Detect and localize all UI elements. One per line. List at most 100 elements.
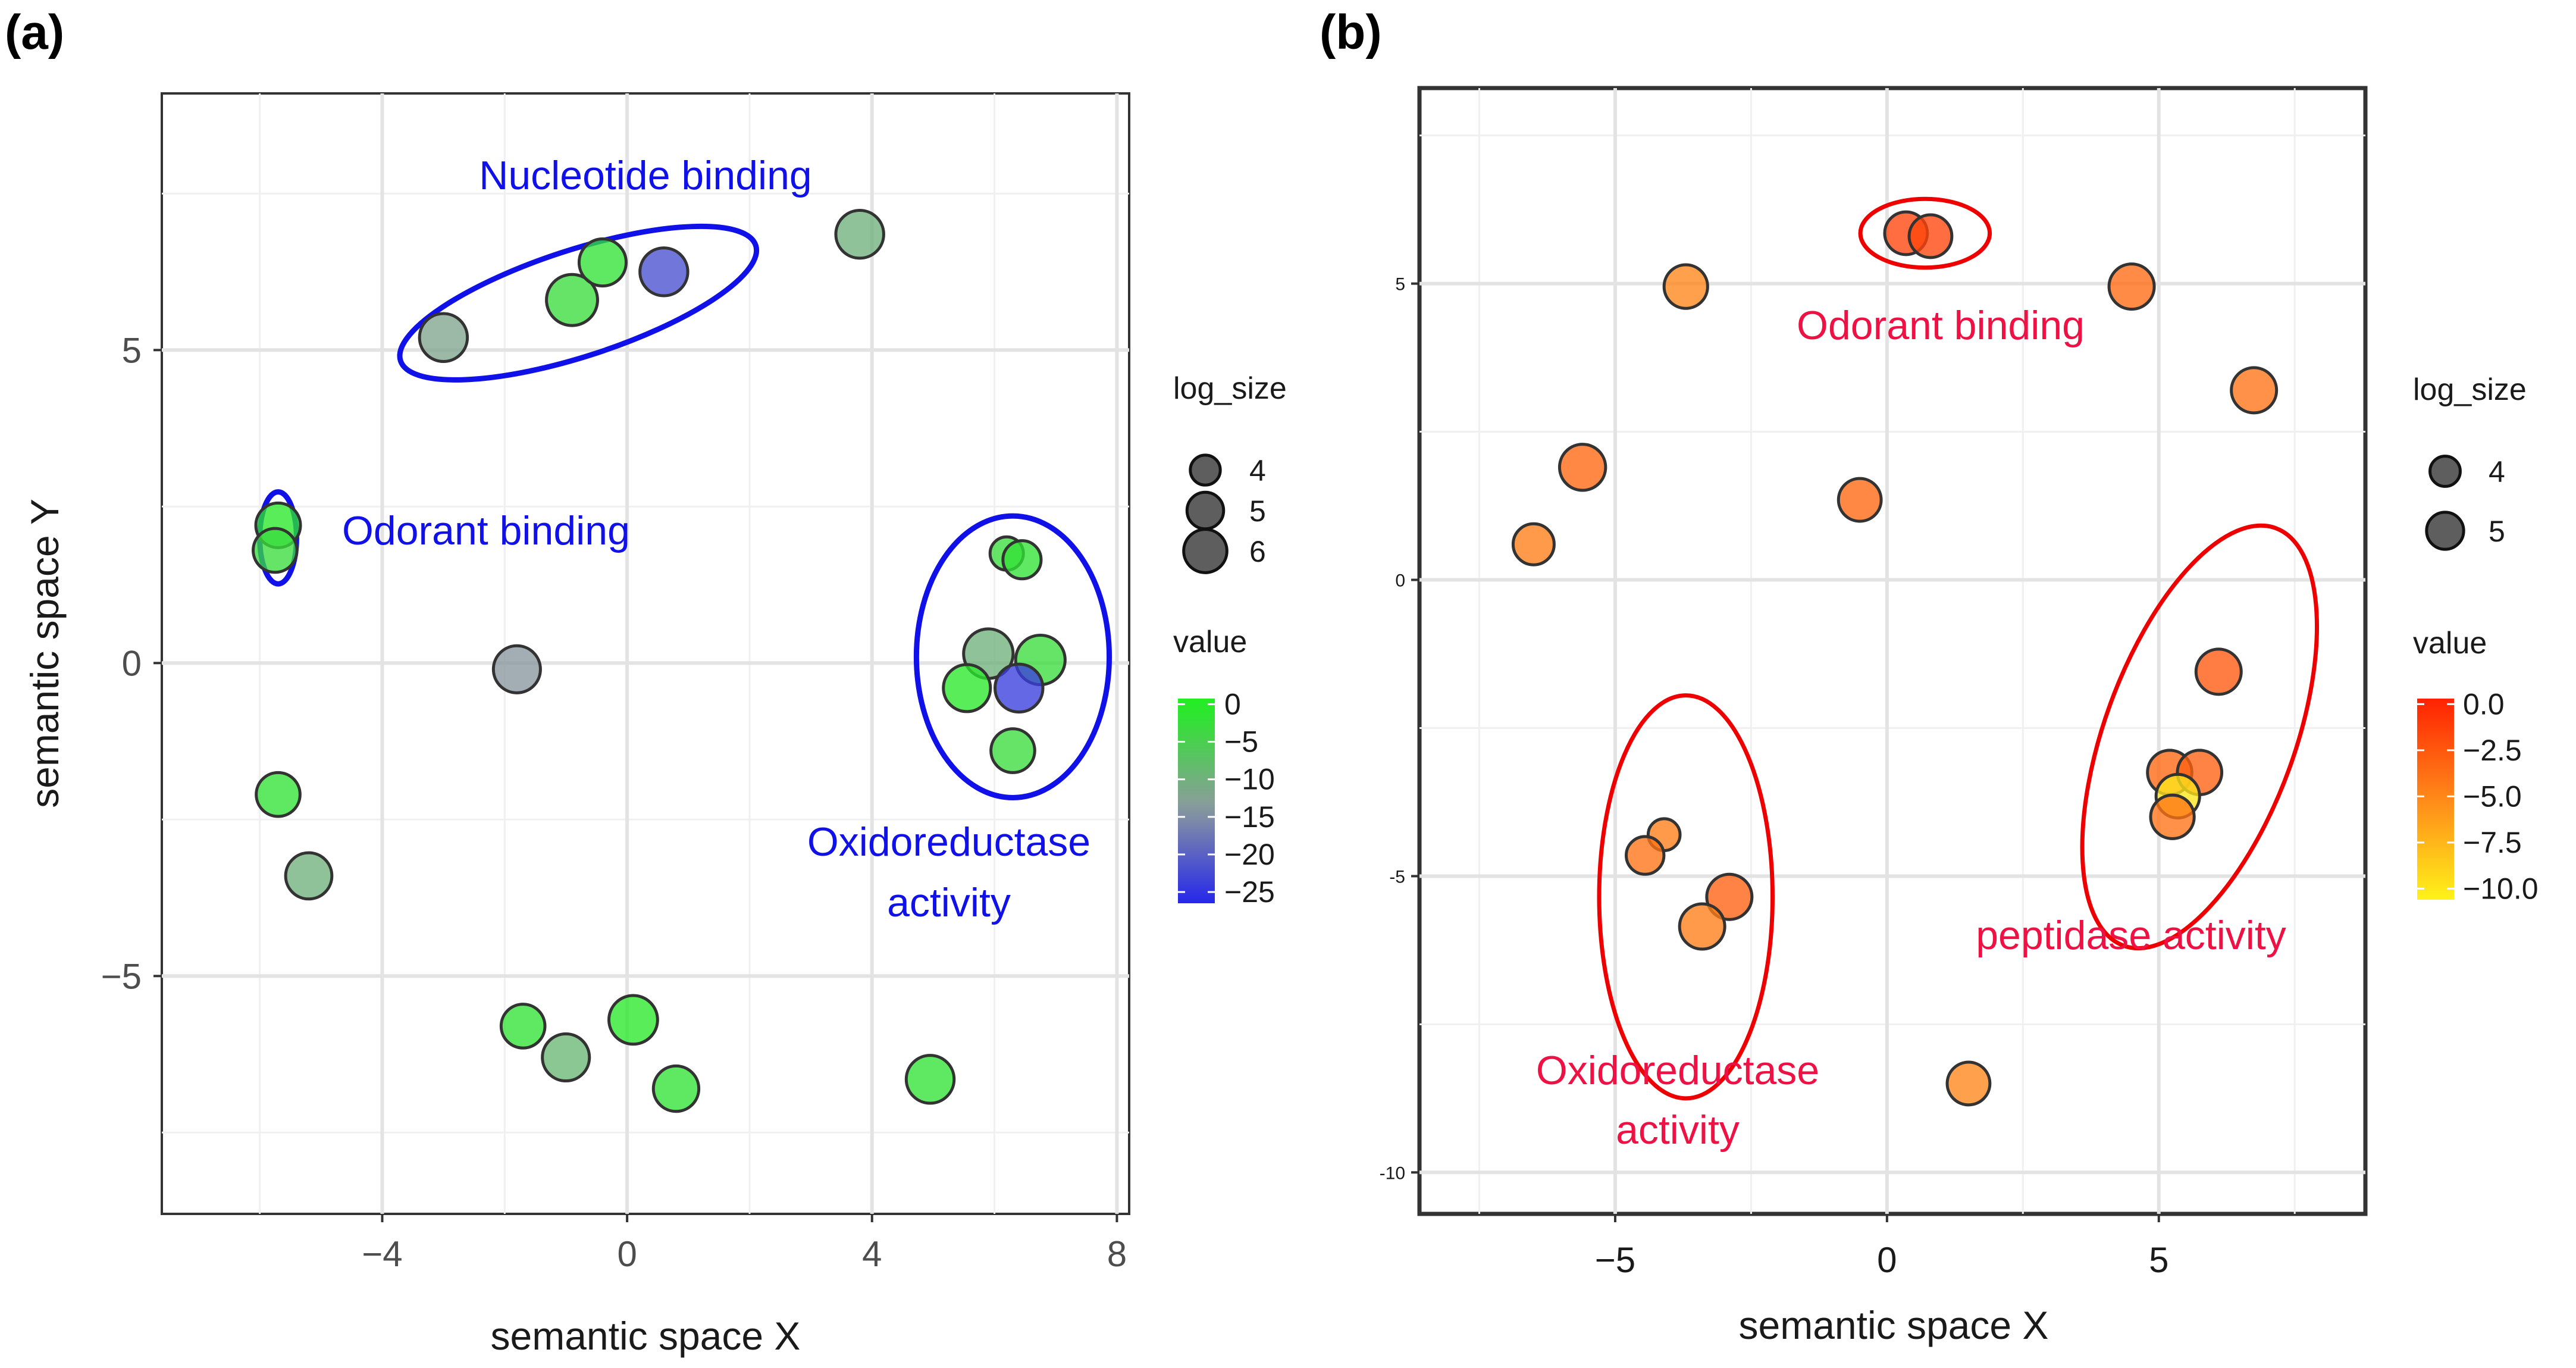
colorbar-label: −10 (1224, 763, 1275, 796)
data-point (2230, 366, 2279, 415)
gridlines-a (162, 93, 1129, 1214)
data-point (252, 527, 299, 574)
annotations-b: Odorant binding peptidase activity Oxido… (1536, 303, 2286, 1153)
data-point (638, 246, 690, 298)
legend-size-title-b: log_size (2413, 372, 2527, 407)
data-point (545, 273, 599, 327)
x-tick-label: 5 (2149, 1240, 2168, 1280)
x-tick-label: −4 (362, 1234, 402, 1274)
annotation-odorant-binding: Odorant binding (342, 508, 630, 553)
legend-size-label: 4 (1249, 454, 1266, 487)
legend-size-label: 5 (2489, 515, 2505, 548)
colorbar-label: −10.0 (2463, 872, 2539, 905)
data-point (491, 644, 542, 694)
legend-size-key (1182, 528, 1229, 574)
colorbar (2417, 699, 2454, 900)
legend-color-title-b: value (2413, 626, 2487, 660)
data-point (607, 994, 659, 1046)
y-axis-title-a: semantic space Y (23, 499, 67, 808)
legend-color-title-a: value (1173, 625, 1247, 659)
legend-a: log_size value 4 5 6 0 −5 −10 −15 −20 −25 (1173, 371, 1287, 909)
x-tick-label: −5 (1595, 1240, 1635, 1280)
cluster-ellipse (2080, 523, 2320, 951)
data-point (1511, 522, 1556, 566)
legend-size-label: 6 (1249, 535, 1266, 568)
data-point (834, 208, 885, 260)
data-point (577, 237, 628, 288)
annotation-oxidoreductase: Oxidoreductase (807, 819, 1090, 865)
data-point (1678, 902, 1726, 951)
annotation-peptidase-activity: peptidase activity (1976, 913, 2286, 958)
cluster-ellipse (913, 513, 1112, 800)
data-point (1837, 477, 1883, 523)
y-tick-label: 0 (1395, 571, 1405, 591)
data-point (904, 1054, 956, 1105)
colorbar-label: −20 (1224, 838, 1275, 871)
data-point (1662, 263, 1709, 310)
panel-label-b: (b) (1320, 5, 1382, 60)
data-point (1907, 213, 1954, 259)
legend-b: log_size value 4 5 0.0 −2.5 −5.0 −7.5 −10.0 (2413, 372, 2539, 905)
colorbar-label: 0.0 (2463, 687, 2505, 721)
annotation-activity: activity (887, 880, 1011, 925)
colorbar-label: −5 (1224, 725, 1258, 759)
colorbar-label: −5.0 (2463, 780, 2522, 813)
annotations-a: Nucleotide binding Odorant binding Oxido… (342, 153, 1090, 925)
data-point (2194, 647, 2243, 696)
legend-size-key (2428, 455, 2462, 488)
data-point (541, 1032, 591, 1083)
data-point (989, 727, 1036, 774)
cluster-ellipse (397, 223, 760, 383)
data-point (994, 662, 1045, 714)
x-tick-label: 4 (862, 1234, 882, 1274)
data-point (1705, 872, 1754, 921)
annotation-nucleotide-binding: Nucleotide binding (479, 153, 812, 198)
legend-size-key (1189, 453, 1222, 487)
y-tick-label: -5 (1389, 867, 1405, 887)
colorbar-label: 0 (1224, 687, 1241, 721)
data-point (499, 1003, 547, 1050)
legend-size-key (2425, 511, 2465, 551)
points-a (252, 208, 1067, 1113)
panel-a: Nucleotide binding Odorant binding Oxido… (23, 92, 1287, 1358)
points-b (1511, 210, 2279, 1107)
panel-label-a: (a) (5, 5, 64, 60)
data-point (1945, 1060, 1992, 1107)
colorbar-label: −7.5 (2463, 826, 2522, 859)
data-point (2107, 262, 2156, 311)
colorbar-label: −25 (1224, 875, 1275, 909)
data-point (942, 663, 992, 713)
data-point (2149, 793, 2196, 840)
panel-b: Odorant binding peptidase activity Oxido… (1380, 86, 2539, 1347)
colorbar (1178, 699, 1215, 903)
y-tick-label: 0 (122, 643, 142, 683)
ticks-a: −4 0 4 8 −5 0 5 (101, 330, 1127, 1274)
data-point (1557, 443, 1607, 492)
legend-size-title-a: log_size (1173, 371, 1287, 406)
gridlines-b (1419, 88, 2365, 1214)
x-tick-label: 8 (1107, 1234, 1127, 1274)
x-axis-title-a: semantic space X (491, 1314, 801, 1358)
colorbar-label: −2.5 (2463, 734, 2522, 767)
data-point (255, 771, 302, 818)
ticks-b: −5 0 5 -10 -5 0 5 (1380, 275, 2169, 1280)
legend-size-key (1185, 490, 1226, 531)
data-point (284, 851, 334, 901)
cluster-ellipse (1597, 693, 1775, 1101)
annotation-activity: activity (1616, 1107, 1740, 1153)
data-point (651, 1064, 701, 1113)
y-tick-label: -10 (1380, 1163, 1405, 1183)
data-point (1001, 539, 1043, 581)
data-point (1625, 835, 1666, 876)
y-tick-label: 5 (122, 330, 142, 370)
annotation-odorant-binding: Odorant binding (1797, 303, 2085, 348)
x-tick-label: 0 (1877, 1240, 1897, 1280)
x-tick-label: 0 (617, 1234, 637, 1274)
legend-size-label: 5 (1249, 494, 1266, 528)
y-tick-label: 5 (1395, 275, 1405, 295)
ellipses-b (1597, 196, 2320, 1101)
cluster-ellipse (1858, 196, 1992, 270)
legend-size-label: 4 (2489, 455, 2505, 489)
x-axis-title-b: semantic space X (1739, 1303, 2049, 1347)
